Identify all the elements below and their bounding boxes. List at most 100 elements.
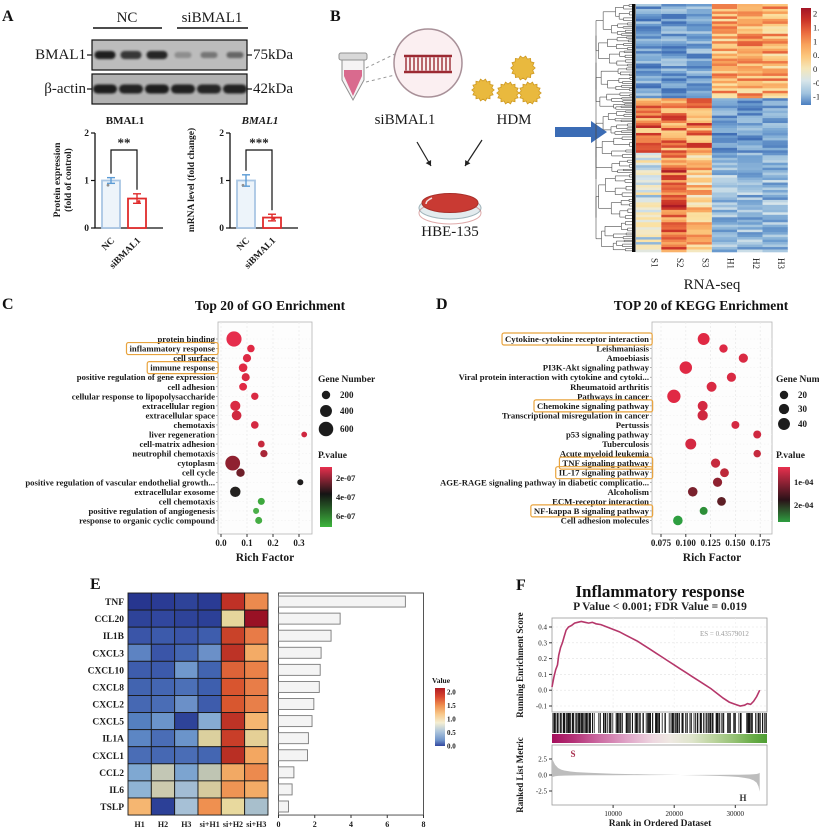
cytokine-cell xyxy=(127,712,152,731)
go-category: positive regulation of angiogenesis xyxy=(88,506,215,516)
rnaseq-cell xyxy=(711,31,738,35)
rnaseq-cell xyxy=(686,217,712,221)
go-legend-color-title: P.value xyxy=(318,451,347,461)
rnaseq-cell xyxy=(762,247,788,250)
cytokine-cell xyxy=(244,780,269,799)
cytokine-bar xyxy=(278,732,309,745)
rnaseq-cell xyxy=(636,75,662,79)
rnaseq-cell xyxy=(686,100,712,104)
blot-band xyxy=(119,84,143,94)
cytokine-bar xyxy=(278,715,313,728)
rnaseq-cell xyxy=(762,41,788,44)
rnaseq-cell xyxy=(661,23,687,27)
rnaseq-cell xyxy=(711,75,738,79)
rnaseq-cell xyxy=(661,70,687,74)
rnaseq-cell xyxy=(762,130,788,134)
rnaseq-cell xyxy=(762,103,788,106)
rnaseq-cell xyxy=(686,16,712,20)
rnaseq-cell xyxy=(661,185,687,188)
rnaseq-cell xyxy=(737,132,763,136)
kegg-category: Amoebiasis xyxy=(607,353,650,363)
rnaseq-cell xyxy=(737,41,763,44)
rnaseq-cell xyxy=(636,150,662,154)
rnaseq-cell xyxy=(737,120,763,124)
rnaseq-cell xyxy=(762,209,788,213)
chart-protein-ytick: 2 xyxy=(84,129,89,139)
rnaseq-cell xyxy=(762,190,788,193)
cytokine-cell xyxy=(150,677,176,696)
rnaseq-cell xyxy=(737,8,763,12)
rnaseq-cell xyxy=(686,160,712,164)
rnaseq-cell xyxy=(636,6,662,10)
gsea-es-ytick: 0.3 xyxy=(538,639,547,647)
cytokine-cell xyxy=(150,746,176,765)
rnaseq-cell xyxy=(762,242,788,245)
rnaseq-cell xyxy=(711,103,738,106)
kegg-legend-size-item: 30 xyxy=(798,404,808,414)
rnaseq-cell xyxy=(661,98,687,102)
cytokine-row-label: IL6 xyxy=(109,786,124,796)
rnaseq-cell xyxy=(711,192,738,196)
cytokine-bar-xtick: 0 xyxy=(277,820,281,829)
rnaseq-cell xyxy=(762,90,788,94)
rnaseq-cell xyxy=(686,194,712,198)
cytokine-cell xyxy=(220,712,246,731)
rnaseq-cell xyxy=(686,229,712,233)
rnaseq-cell xyxy=(737,217,763,221)
cytokine-cell xyxy=(244,729,269,748)
rnaseq-cell xyxy=(636,132,662,136)
rnaseq-cell xyxy=(737,53,763,57)
rnaseq-colorbar-tick: 1 xyxy=(813,36,817,46)
rnaseq-cell xyxy=(737,61,763,64)
rnaseq-cell xyxy=(661,135,687,139)
rnaseq-cell xyxy=(711,204,738,208)
rnaseq-cell xyxy=(636,53,662,57)
panel-c-title: Top 20 of GO Enrichment xyxy=(194,298,346,313)
kegg-xlabel: Rich Factor xyxy=(683,552,741,564)
rnaseq-cell xyxy=(737,75,763,79)
cytokine-col-label: H2 xyxy=(158,820,168,829)
rnaseq-cell xyxy=(762,204,788,208)
rnaseq-cell xyxy=(686,140,712,144)
rnaseq-cell xyxy=(686,187,712,191)
rnaseq-cell xyxy=(636,155,662,159)
rnaseq-cell xyxy=(686,115,712,119)
rnaseq-cell xyxy=(711,132,738,136)
rnaseq-cell xyxy=(661,53,687,57)
rnaseq-cell xyxy=(762,150,788,154)
rnaseq-cell xyxy=(661,105,687,109)
rnaseq-cell xyxy=(762,197,788,201)
rnaseq-cell xyxy=(661,18,687,22)
rnaseq-cell xyxy=(661,202,687,206)
kegg-category: Cytokine-cytokine receptor interaction xyxy=(505,334,649,344)
rnaseq-cell xyxy=(737,197,763,201)
go-dot xyxy=(238,363,248,372)
cytokine-cell xyxy=(174,712,199,731)
rnaseq-cell xyxy=(661,209,687,213)
experiment-diagram: siBMAL1 HDM HBE-135 xyxy=(338,28,607,240)
go-dot xyxy=(297,479,304,486)
rnaseq-cell xyxy=(686,120,712,124)
rnaseq-cell xyxy=(711,207,738,211)
go-category: immune response xyxy=(150,363,215,373)
rnaseq-cell xyxy=(737,175,763,178)
rnaseq-cell xyxy=(636,46,662,49)
rnaseq-cell xyxy=(711,28,738,32)
rnaseq-cell xyxy=(686,93,712,97)
rnaseq-cell xyxy=(686,80,712,84)
go-category: cell adhesion xyxy=(167,382,215,392)
rnaseq-cell xyxy=(686,36,712,40)
rnaseq-cell xyxy=(686,33,712,37)
rnaseq-cell xyxy=(636,38,662,42)
rnaseq-cell xyxy=(636,207,662,211)
rnaseq-cell xyxy=(686,123,712,126)
kegg-highlight-box xyxy=(533,399,654,413)
cytokine-cell xyxy=(127,746,152,765)
kegg-dot xyxy=(717,496,726,506)
rnaseq-cell xyxy=(636,192,662,196)
rnaseq-cell xyxy=(762,175,788,178)
rnaseq-cell xyxy=(661,46,687,49)
cytokine-cell xyxy=(220,797,246,816)
rnaseq-cell xyxy=(636,4,662,7)
rnaseq-cell xyxy=(661,214,687,218)
